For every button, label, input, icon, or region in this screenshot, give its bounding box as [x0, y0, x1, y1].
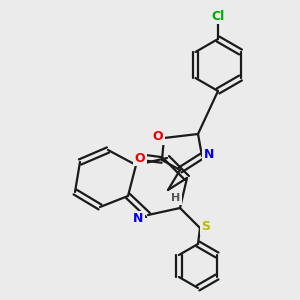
Text: O: O — [153, 130, 163, 143]
Text: O: O — [135, 152, 145, 164]
Text: N: N — [204, 148, 214, 160]
Text: S: S — [202, 220, 211, 233]
Text: N: N — [133, 212, 143, 226]
Text: Cl: Cl — [212, 10, 225, 22]
Text: H: H — [171, 193, 181, 203]
